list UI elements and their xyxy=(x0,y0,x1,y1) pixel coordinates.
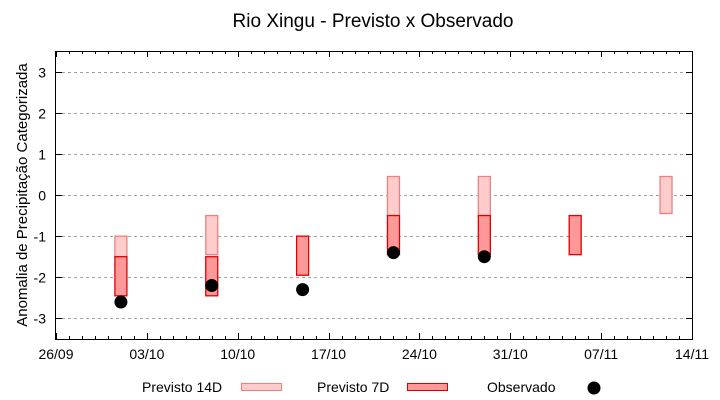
y-tick-label: 3 xyxy=(38,65,46,81)
forecast-bar xyxy=(477,175,491,217)
observed-point xyxy=(205,279,219,293)
observed-point xyxy=(386,246,400,260)
x-tick-label: 24/10 xyxy=(402,346,437,362)
plot-series xyxy=(114,175,673,309)
chart-title: Rio Xingu - Previsto x Observado xyxy=(233,11,514,32)
x-tick-label: 14/11 xyxy=(675,346,709,362)
grid-lines xyxy=(56,72,692,319)
x-axis-ticks: 26/09 03/10 10/10 17/10 24/10 31/10 07/11 14/11 xyxy=(38,51,709,362)
x-tick-label: 07/11 xyxy=(584,346,618,362)
y-tick-label: 2 xyxy=(38,106,46,122)
legend: Previsto 14D Previsto 7D Observado xyxy=(142,379,601,395)
forecast-bar xyxy=(477,214,491,256)
plot-frame xyxy=(55,51,693,340)
legend-label-14d: Previsto 14D xyxy=(142,379,222,395)
series-previsto-7d xyxy=(114,214,582,297)
x-tick-label: 31/10 xyxy=(493,346,528,362)
y-tick-label: -2 xyxy=(34,270,47,286)
series-observado xyxy=(114,246,491,309)
forecast-bar xyxy=(386,175,401,217)
observed-point xyxy=(114,295,128,309)
x-tick-label: 26/09 xyxy=(38,346,73,362)
x-tick-label: 10/10 xyxy=(220,346,255,362)
x-tick-label: 03/10 xyxy=(129,346,164,362)
legend-swatch-14d xyxy=(241,383,282,391)
forecast-bar xyxy=(114,235,128,258)
legend-marker-observado xyxy=(587,381,601,395)
y-axis-ticks: 3 2 1 0 -1 -2 -3 xyxy=(34,65,692,327)
forecast-bar xyxy=(659,175,673,215)
y-tick-label: 0 xyxy=(38,188,46,204)
forecast-bar xyxy=(205,214,219,256)
legend-label-observado: Observado xyxy=(487,379,556,395)
forecast-bar xyxy=(568,214,582,256)
observed-point xyxy=(296,283,310,297)
observed-point xyxy=(477,250,491,264)
y-axis-label: Anomalia de Precipitação Categorizada xyxy=(14,63,31,327)
legend-label-7d: Previsto 7D xyxy=(317,379,389,395)
forecast-bar xyxy=(114,256,128,297)
x-tick-label: 17/10 xyxy=(311,346,346,362)
forecast-bar xyxy=(295,235,310,276)
y-tick-label: -1 xyxy=(34,229,47,245)
legend-swatch-7d xyxy=(407,383,448,391)
y-tick-label: 1 xyxy=(38,147,46,163)
y-tick-label: -3 xyxy=(34,311,47,327)
